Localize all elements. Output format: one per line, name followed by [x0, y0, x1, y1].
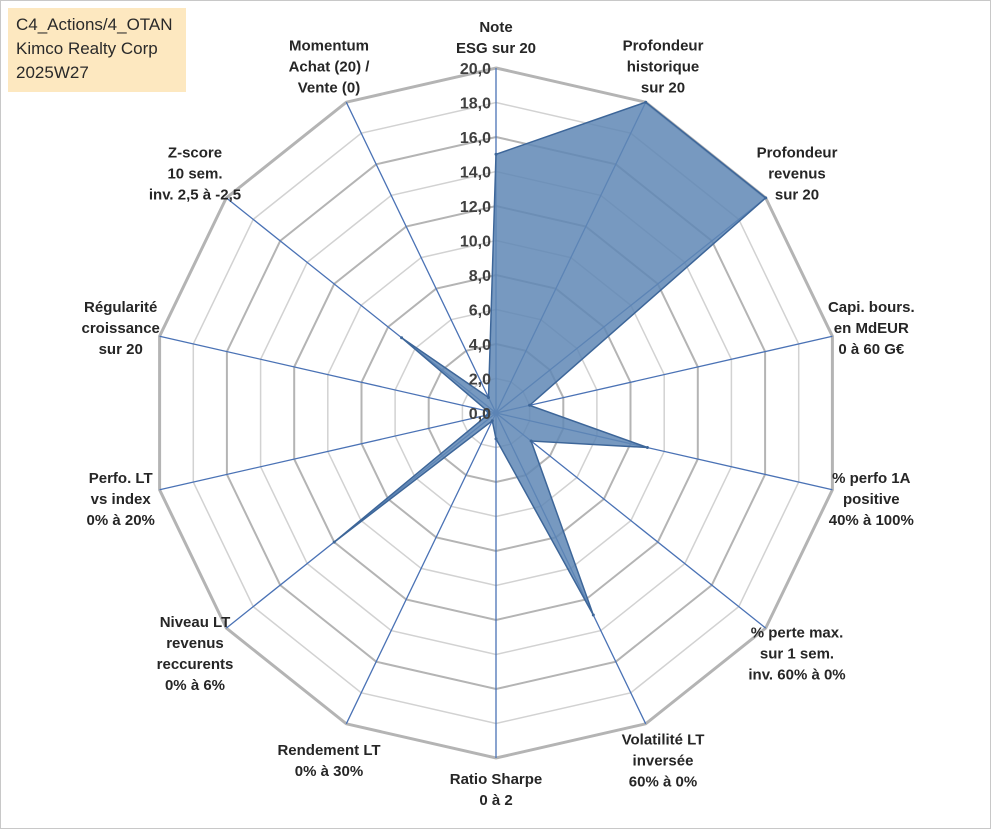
axis-label-line: Ratio Sharpe: [450, 771, 543, 788]
axis-label-line: inv. 2,5 à -2,5: [149, 187, 241, 204]
axis-label-line: croissance: [82, 320, 160, 337]
axis-label-line: 0 à 2: [479, 792, 512, 809]
axis-label-line: positive: [843, 491, 900, 508]
axis-label-line: % perfo 1A: [832, 470, 911, 487]
tick-label: 18,0: [460, 96, 491, 113]
info-week: 2025W27: [16, 63, 89, 82]
axis-label-line: historique: [627, 59, 700, 76]
axis-label: % perte max. sur 1 sem. inv. 60% à 0%: [748, 625, 845, 684]
axis-label-line: inv. 60% à 0%: [748, 667, 845, 684]
tick-label: 2,0: [469, 372, 491, 389]
tick-label: 8,0: [469, 268, 491, 285]
tick-label: 4,0: [469, 337, 491, 354]
tick-label: 14,0: [460, 165, 491, 182]
axis-label-line: 0% à 20%: [87, 512, 155, 529]
axis-label: Volatilité LT inversée 60% à 0%: [622, 731, 705, 790]
axis-spoke: [159, 335, 497, 414]
axis-label-line: 10 sem.: [167, 166, 222, 183]
axis-label-line: % perte max.: [751, 625, 844, 642]
axis-label-line: revenus: [768, 166, 826, 183]
data-point: [494, 152, 498, 156]
axis-label: Note ESG sur 20: [456, 19, 536, 57]
axis-label: Niveau LT revenus reccurents 0% à 6%: [157, 614, 234, 694]
axis-label-line: Momentum: [289, 38, 369, 55]
axis-label: Ratio Sharpe 0 à 2: [450, 771, 543, 809]
tick-label: 6,0: [469, 303, 491, 320]
tick-label: 16,0: [460, 130, 491, 147]
radar-axis-labels: Note ESG sur 20 Profondeur historique sur 20…: [82, 19, 915, 809]
axis-label: Momentum Achat (20) / Vente (0): [289, 38, 371, 97]
axis-label: Profondeur historique sur 20: [623, 38, 704, 97]
axis-label-line: Régularité: [84, 299, 157, 316]
axis-label: Profondeur revenus sur 20: [757, 145, 838, 204]
axis-label-line: revenus: [166, 635, 224, 652]
axis-label-line: Volatilité LT: [622, 731, 705, 748]
tick-label: 0,0: [469, 406, 491, 423]
info-group: C4_Actions/4_OTAN: [16, 15, 173, 34]
axis-spoke: [495, 412, 767, 629]
data-point: [644, 100, 648, 104]
axis-label-line: ESG sur 20: [456, 40, 536, 57]
axis-label-line: sur 1 sem.: [760, 646, 834, 663]
axis-label-line: Note: [479, 19, 512, 36]
tick-label: 20,0: [460, 61, 491, 78]
data-point: [645, 446, 649, 449]
axis-label: Régularité croissance sur 20: [82, 299, 160, 358]
tick-label: 10,0: [460, 234, 491, 251]
axis-label-line: Vente (0): [298, 80, 361, 97]
axis-spoke: [159, 412, 497, 491]
data-point: [486, 413, 490, 417]
axis-label-line: Capi. bours.: [828, 299, 915, 316]
data-point: [494, 437, 498, 441]
axis-label-line: 60% à 0%: [629, 773, 697, 790]
data-point: [528, 403, 532, 407]
axis-label-line: Z-score: [168, 145, 222, 162]
axis-label-line: 0 à 60 G€: [838, 341, 905, 358]
axis-label: Z-score 10 sem. inv. 2,5 à -2,5: [149, 145, 241, 204]
axis-spoke: [345, 101, 497, 414]
tick-label: 12,0: [460, 199, 491, 216]
data-point: [487, 396, 490, 399]
info-box: C4_Actions/4_OTAN Kimco Realty Corp 2025…: [8, 8, 186, 92]
data-point: [764, 196, 768, 200]
data-point: [332, 540, 336, 544]
data-point: [529, 439, 533, 443]
axis-label-line: 40% à 100%: [829, 512, 914, 529]
axis-label-line: sur 20: [775, 187, 819, 204]
axis-spoke: [345, 412, 497, 725]
axis-label-line: inversée: [633, 752, 694, 769]
axis-label-line: Perfo. LT: [89, 470, 153, 487]
axis-label-line: Profondeur: [757, 145, 838, 162]
axis-label: Rendement LT 0% à 30%: [277, 742, 380, 780]
radar-tick-labels: 0,0 2,0 4,0 6,0 8,0 10,0 12,0 14,0 16,0 18,0 20,0: [460, 61, 491, 423]
axis-spoke: [495, 335, 833, 414]
axis-label-line: 0% à 6%: [165, 677, 225, 694]
axis-label-line: vs index: [91, 491, 152, 508]
axis-label: Perfo. LT vs index 0% à 20%: [87, 470, 155, 529]
radar-series: [332, 100, 768, 617]
axis-label-line: reccurents: [157, 656, 234, 673]
axis-label: Capi. bours. en MdEUR 0 à 60 G€: [828, 299, 915, 358]
axis-label-line: en MdEUR: [834, 320, 909, 337]
data-point: [490, 419, 494, 423]
data-point: [486, 409, 490, 413]
axis-label-line: Profondeur: [623, 38, 704, 55]
axis-label-line: 0% à 30%: [295, 763, 363, 780]
axis-label-line: Achat (20) /: [289, 59, 371, 76]
axis-label-line: Niveau LT: [160, 614, 231, 631]
info-company: Kimco Realty Corp: [16, 39, 158, 58]
axis-label-line: sur 20: [641, 80, 685, 97]
axis-label-line: sur 20: [99, 341, 143, 358]
data-point: [400, 336, 404, 340]
series-area: [333, 101, 767, 616]
data-point: [591, 613, 595, 617]
axis-label-line: Rendement LT: [277, 742, 380, 759]
axis-label: % perfo 1A positive 40% à 100%: [829, 470, 914, 529]
